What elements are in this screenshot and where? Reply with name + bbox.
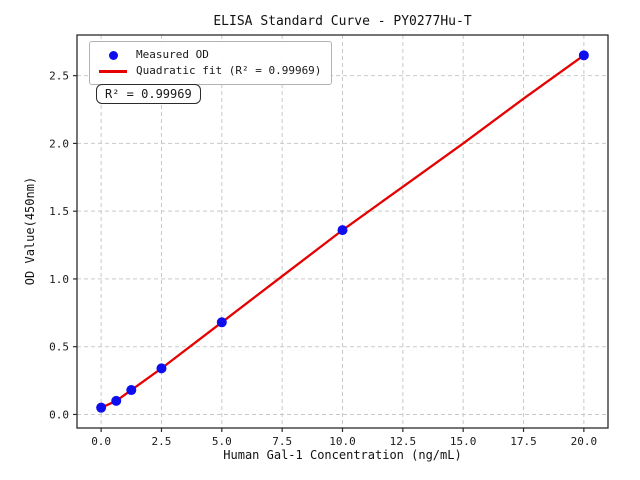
y-axis-label: OD Value(450nm) [23,176,37,286]
x-tick-label: 2.5 [152,435,172,448]
y-tick-label: 1.0 [49,273,69,286]
legend-entry-quadratic-fit: Quadratic fit (R² = 0.99969) [98,63,321,79]
data-point [156,363,167,374]
y-tick-label: 0.5 [49,341,69,354]
y-tick-label: 1.5 [49,205,69,218]
scatter-dot-marker-icon [98,50,128,60]
x-tick-label: 7.5 [272,435,292,448]
data-point [96,402,107,413]
x-tick-label: 10.0 [329,435,356,448]
y-tick-label: 0.0 [49,408,69,421]
legend-entry-measured-od: Measured OD [98,47,321,63]
x-tick-label: 17.5 [510,435,537,448]
data-point [578,50,589,61]
x-tick-label: 20.0 [571,435,598,448]
legend: Measured OD Quadratic fit (R² = 0.99969) [89,41,333,85]
chart-title: ELISA Standard Curve - PY0277Hu-T [213,14,472,29]
data-point [216,317,227,328]
x-tick-label: 0.0 [91,435,111,448]
x-tick-label: 5.0 [212,435,232,448]
data-point [111,395,122,406]
x-tick-label: 12.5 [390,435,417,448]
legend-label-quadratic-fit: Quadratic fit (R² = 0.99969) [136,64,322,77]
x-tick-label: 15.0 [450,435,477,448]
quadratic-fit-line [99,54,586,409]
legend-label-measured-od: Measured OD [136,48,209,61]
fit-line-marker-icon [98,69,128,73]
data-point [337,225,348,236]
y-tick-label: 2.0 [49,137,69,150]
data-point [126,385,137,396]
y-tick-label: 2.5 [49,70,69,83]
x-axis-label: Human Gal-1 Concentration (ng/mL) [223,448,462,462]
r-squared-annotation: R² = 0.99969 [96,84,201,104]
